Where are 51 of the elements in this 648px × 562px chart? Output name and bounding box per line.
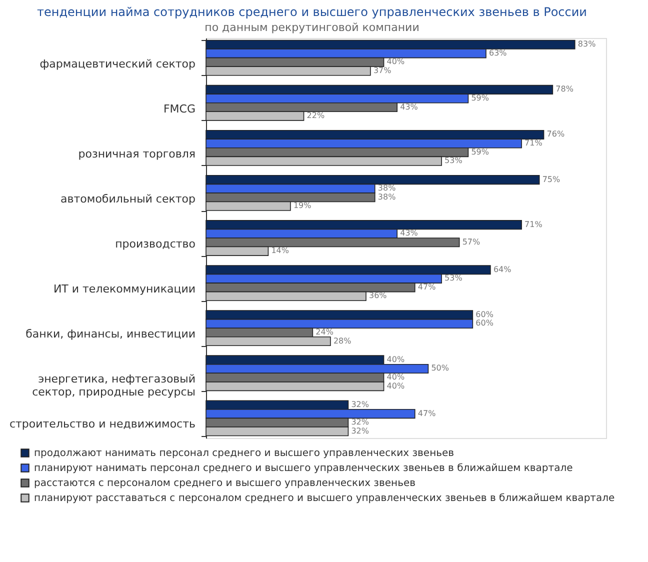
data-label: 76% [546,130,565,139]
data-label: 43% [400,228,418,238]
data-label: 64% [493,264,512,274]
y-tick-label: производство [115,238,196,250]
y-tick-label: банки, финансы, инвестиции [26,328,196,341]
data-label: 59% [471,147,490,156]
data-label: 40% [386,57,405,66]
legend-label: расстаются с персоналом среднего и высшего управленческих звеньев [34,478,416,489]
y-tick-label: ИТ и телекоммуникации [53,282,196,296]
data-label: 78% [556,84,574,94]
data-label: 19% [293,201,312,210]
data-label: 37% [373,66,392,75]
data-label: 28% [333,336,352,346]
legend-label: планируют нанимать персонал среднего и высшего управленческих звеньев в ближайшем квартале [34,463,573,474]
data-label: 47% [418,282,436,292]
data-label: 22% [306,111,325,120]
legend-label: планируют расставаться с персоналом среднего и высшего управленческих звеньев в ближайшем квартале [34,493,615,504]
y-tick-label: автомобильный сектор [60,192,196,206]
data-label: 71% [524,138,543,148]
data-label: 38% [378,192,396,202]
chart-title: тенденции найма сотрудников среднего и высшего управленческих звеньев в России [36,5,587,19]
data-label: 40% [386,354,405,364]
data-label: 63% [489,48,508,58]
data-label: 53% [444,156,463,166]
data-label: 47% [418,408,436,418]
data-label: 32% [351,426,370,436]
data-label: 40% [386,381,405,390]
y-tick-label: энергетика, нефтегазовый сектор, природные ресурсы [32,372,196,399]
data-label: 43% [400,102,418,112]
data-label: 38% [378,184,396,193]
data-label: 57% [462,237,481,246]
data-label: 60% [476,310,494,319]
legend-label: продолжают нанимать персонал среднего и высшего управленческих звеньев [34,448,454,459]
data-label: 59% [471,93,490,102]
data-label: 83% [578,40,596,49]
data-label: 71% [524,220,543,229]
data-label: 53% [444,274,463,283]
data-label: 24% [316,327,334,336]
y-tick-label: FMCG [163,102,196,116]
data-label: 32% [351,400,370,410]
data-label: 32% [351,418,370,427]
data-label: 60% [476,318,494,328]
data-label: 50% [431,364,450,373]
chart-subtitle: по данным рекрутинговой компании [204,21,420,34]
data-label: 75% [542,174,561,184]
data-label: 14% [271,246,290,256]
y-tick-label: строительство и недвижимость [9,418,196,431]
y-tick-label: розничная торговля [78,147,196,160]
data-label: 40% [386,372,405,382]
data-label: 36% [369,291,388,300]
y-tick-label: фармацевтический сектор [40,57,196,70]
